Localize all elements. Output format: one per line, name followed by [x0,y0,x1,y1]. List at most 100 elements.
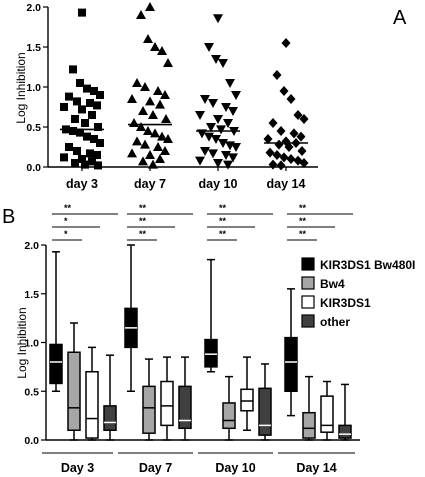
panel-a-point [208,149,218,159]
panel-a-point [200,95,210,104]
panel-a-point [163,58,173,67]
panel-b-xtick-label: Day 14 [296,461,336,475]
panel-a-ytick-label: 1.0 [26,82,41,94]
panel-a-point [90,135,98,143]
panel-b-legend-label: other [320,315,350,329]
panel-a-point [153,142,163,151]
panel-a: A Log Inhibition 0.0 0.5 1.0 1.5 2.0 day 3 da… [14,2,407,191]
panel-a-point [78,8,86,17]
panel-a-point [276,126,286,136]
panel-b-significance-label: ** [139,229,147,239]
panel-b-significance-label: ** [64,203,72,213]
panel-a-point [143,34,153,43]
panel-a-point [96,139,104,147]
panel-a-point [71,159,79,167]
panel-b-significance-label: ** [219,229,227,239]
panel-a-point [221,103,231,112]
panel-a-point [208,99,218,108]
panel-a-point [76,79,84,87]
panel-b-significance-label: ** [299,229,307,239]
panel-a-point [297,146,307,156]
panel-a-point [213,115,223,124]
panel-a-ytick-label: 2.0 [26,2,41,14]
panel-a-point [132,78,142,87]
panel-a-point [127,148,137,158]
panel-a-ylabel: Log Inhibition [14,52,28,123]
panel-a-point [136,122,146,131]
panel-a-point [94,161,102,170]
panel-a-point [138,106,148,115]
panel-a-point [163,134,173,143]
panel-a-point [90,87,98,95]
panel-b-box [178,385,192,430]
panel-b-box [49,343,63,385]
panel-a-point [155,154,165,163]
panel-b-box [338,424,352,439]
panel-b-box [160,380,174,427]
panel-a-point [83,132,91,141]
panel-a-point [140,82,150,91]
panel-b-ytick-label: 0.5 [24,386,39,398]
panel-a-point [195,156,205,166]
panel-a-point [83,84,91,93]
panel-a-point [286,94,296,104]
panel-a-point [143,126,153,135]
panel-a-point [206,123,216,132]
panel-a-point [231,143,241,152]
panel-a-point [78,105,86,114]
panel-b-ytick-label: 2.0 [24,240,39,252]
panel-b-box [103,405,117,431]
panel-a-ytick-label: 0.5 [26,122,41,134]
panel-b-box [258,387,272,436]
panel-b-box [85,371,99,439]
panel-a-point [231,91,241,100]
panel-a-point [213,159,223,168]
panel-a-point [86,149,94,158]
panel-a-point [73,147,81,155]
panel-a-point [276,160,286,171]
panel-b-significance-label: ** [219,216,227,226]
panel-b-significance-label: * [64,216,68,226]
panel-b-xtick-label: Day 10 [215,461,255,475]
panel-a-point [211,135,221,144]
panel-b-letter: B [2,206,15,228]
panel-b: B Log Inhibition 0.00.51.01.52.0 *******… [2,203,415,475]
panel-a-point [145,150,155,159]
panel-a-point [286,154,296,164]
panel-a-point [296,131,306,142]
panel-b-ylabel: Log Inhibition [15,307,29,378]
panel-a-xtick-label: day 14 [267,177,306,191]
panel-a-point [65,92,73,101]
panel-a-point [268,118,278,128]
panel-a-point [150,42,160,51]
panel-a-point [228,153,238,163]
panel-b-significance-label: ** [139,216,147,226]
panel-b-legend-label: Bw4 [320,277,345,291]
panel-b-box [204,338,218,368]
panel-a-point [200,147,210,156]
panel-a-point [221,151,231,160]
panel-a-point [204,43,214,52]
panel-b-significance-label: * [64,229,68,239]
panel-a-point [76,128,84,137]
panel-b-legend-swatch [301,276,315,290]
panel-a-point [289,128,299,139]
panel-a-point [281,38,291,48]
panel-a-point [60,103,68,111]
panel-a-point [157,131,167,141]
panel-a-point [160,146,170,155]
panel-b-box [320,395,334,433]
panel-a-ytick-label: 0.0 [26,162,41,174]
panel-a-point [88,111,96,119]
panel-a-point [272,150,282,160]
panel-b-significance-label: ** [299,203,307,213]
panel-a-point [127,94,137,103]
panel-a-point [218,59,228,68]
panel-a-point [60,153,68,162]
panel-a-point [284,142,294,152]
panel-a-point [150,128,160,138]
panel-a-point [265,147,275,158]
panel-a-point [136,10,146,19]
panel-a-point [132,136,142,146]
panel-a-xtick-label: day 3 [66,177,98,191]
